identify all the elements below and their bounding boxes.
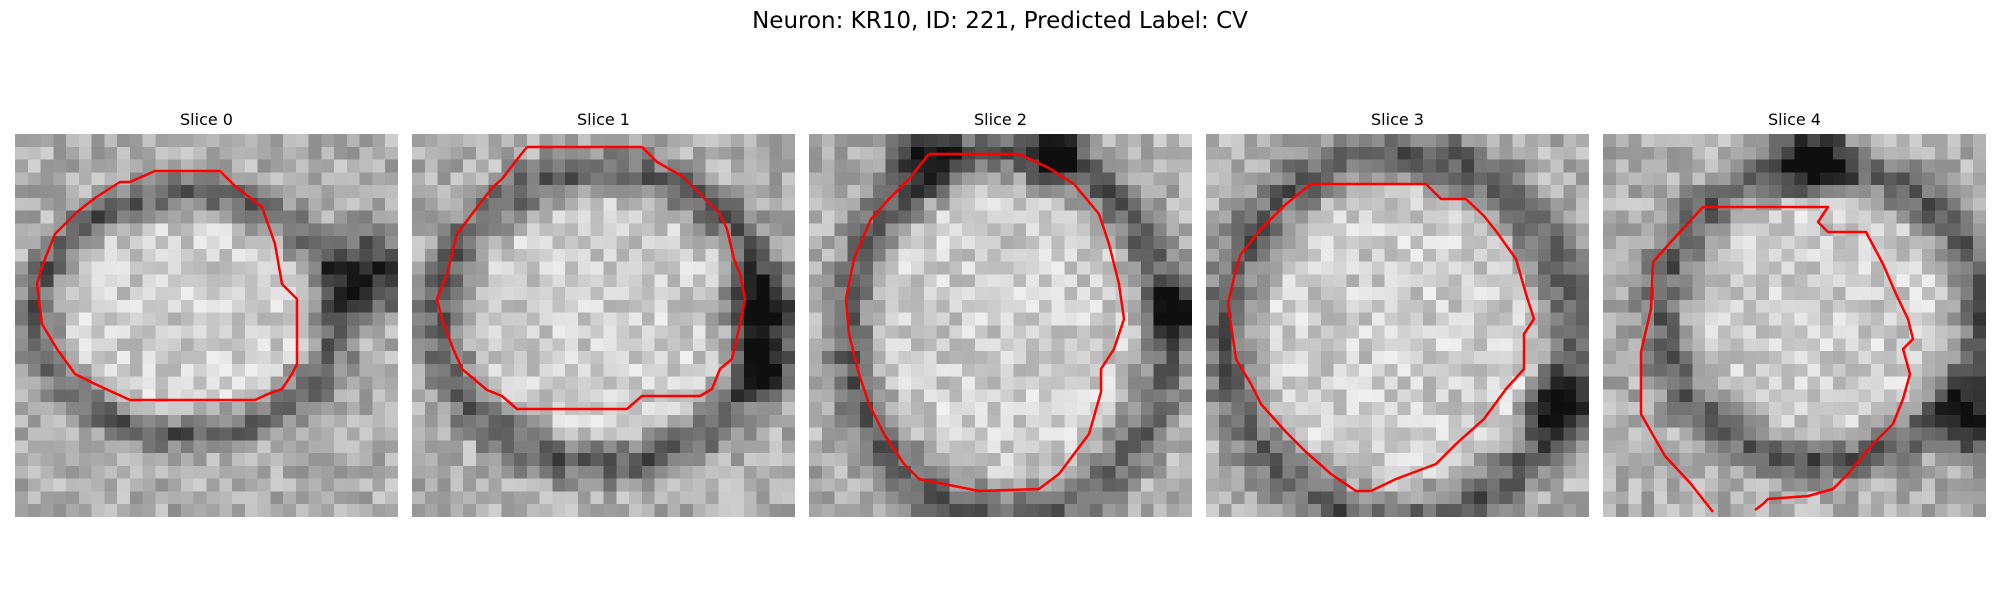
- slice-3-image: [1206, 134, 1589, 517]
- slice-1-contour: [435, 145, 747, 411]
- slice-3-panel: Slice 3: [1206, 110, 1589, 517]
- slice-3-contour: [1226, 182, 1536, 493]
- slice-4-panel: Slice 4: [1603, 110, 1986, 517]
- slice-3-microscopy: [1206, 134, 1589, 517]
- figure-title: Neuron: KR10, ID: 221, Predicted Label: …: [752, 8, 1248, 34]
- slice-2-microscopy: [809, 134, 1192, 517]
- slice-4-contour: [1639, 205, 1915, 513]
- slice-2-contour: [844, 152, 1126, 493]
- slice-4-title: Slice 4: [1768, 110, 1821, 129]
- slice-1-image: [412, 134, 795, 517]
- slice-2-panel: Slice 2: [809, 110, 1192, 517]
- slice-0-image: [15, 134, 398, 517]
- slice-2-image: [809, 134, 1192, 517]
- slice-2-title: Slice 2: [974, 110, 1027, 129]
- slice-1-title: Slice 1: [577, 110, 630, 129]
- slice-1-microscopy: [412, 134, 795, 517]
- slice-1-panel: Slice 1: [412, 110, 795, 517]
- slice-0-title: Slice 0: [180, 110, 233, 129]
- slice-0-panel: Slice 0: [15, 110, 398, 517]
- slice-4-outline: [1639, 205, 1915, 513]
- slice-4-image: [1603, 134, 1986, 517]
- slice-3-outline: [1226, 182, 1536, 493]
- slice-0-outline: [35, 169, 299, 402]
- slice-1-outline: [435, 145, 747, 411]
- slice-2-outline: [844, 152, 1126, 493]
- slice-3-title: Slice 3: [1371, 110, 1424, 129]
- slice-4-microscopy: [1603, 134, 1986, 517]
- slice-0-contour: [35, 169, 299, 402]
- slice-0-microscopy: [15, 134, 398, 517]
